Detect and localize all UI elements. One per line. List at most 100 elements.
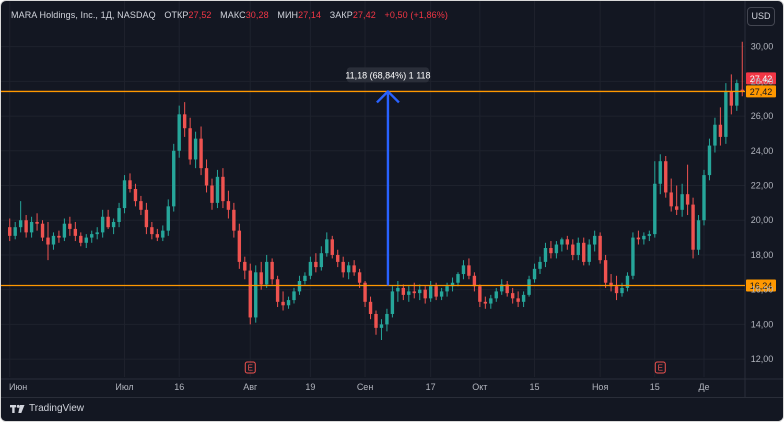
candle-body — [407, 291, 411, 295]
candle-body — [636, 237, 641, 240]
time-axis[interactable]: Июн Июл 16 Авг 19 Сен 17 Окт 15 Ноя 15 Де — [9, 382, 710, 392]
candle-body — [292, 291, 296, 301]
candle-body — [674, 206, 679, 210]
earnings-marker[interactable] — [654, 361, 666, 374]
candle-body — [543, 248, 548, 262]
candle-body — [401, 287, 406, 295]
candle-body — [516, 298, 520, 302]
currency-button[interactable]: USD — [747, 7, 775, 26]
low-label: МИН — [277, 10, 299, 20]
candle-body — [467, 265, 471, 276]
candle-body — [418, 289, 422, 294]
high-label: МАКС — [220, 10, 246, 20]
price-axis[interactable]: 30,00 28,00 26,00 24,00 22,00 20,00 18,00 16,00… — [751, 42, 774, 364]
candle-body — [40, 223, 45, 238]
candle-body — [79, 235, 83, 243]
candle-body — [8, 227, 12, 236]
candle-body — [472, 275, 477, 287]
candle-body — [29, 221, 34, 233]
price-tick-label: 14,00 — [751, 319, 774, 329]
time-tick-label: Де — [698, 382, 709, 392]
price-tick-label: 18,00 — [751, 250, 774, 260]
time-tick-label: 15 — [650, 382, 660, 392]
candle-body — [139, 201, 143, 210]
price-chart[interactable]: 27,42 16,24 27,42 11,18 (68,84%) 1 118 30,… — [1, 1, 783, 397]
candle-body — [576, 242, 580, 255]
candle-body — [478, 286, 482, 302]
candle-body — [270, 261, 274, 280]
candle-body — [226, 201, 231, 210]
candle-body — [144, 209, 149, 228]
candle-body — [456, 274, 460, 283]
tradingview-brand[interactable]: TradingView — [10, 403, 84, 414]
open-label: ОТКР — [164, 10, 189, 20]
candle-body — [445, 286, 449, 292]
level-price-label: 16,24 — [750, 281, 773, 291]
low-value: 27,14 — [298, 10, 322, 20]
candle-body — [13, 227, 17, 236]
candle-body — [204, 168, 209, 186]
candle-body — [133, 188, 138, 202]
candle-body — [51, 235, 56, 245]
price-tick-label: 28,00 — [751, 76, 774, 86]
candle-body — [729, 91, 734, 106]
candle-body — [254, 272, 258, 318]
high-value: 30,28 — [245, 10, 269, 20]
candle-body — [177, 114, 181, 151]
candle-body — [150, 227, 154, 235]
candle-body — [571, 244, 575, 255]
price-tick-label: 12,00 — [751, 354, 774, 364]
candle-body — [73, 228, 78, 236]
candle-body — [111, 221, 116, 228]
candle-body — [592, 235, 597, 245]
candle-body — [565, 239, 570, 245]
candle-body — [319, 253, 324, 268]
measure-tool[interactable]: 11,18 (68,84%) 1 118 — [345, 67, 431, 286]
candle-body — [396, 287, 400, 292]
candle-body — [346, 265, 351, 273]
candle-body — [664, 161, 668, 193]
change-value: +0,50 (+1,86%) — [384, 10, 448, 20]
candle-body — [527, 279, 531, 295]
candle-body — [128, 180, 132, 189]
earnings-marker[interactable] — [244, 361, 256, 374]
candle-body — [642, 235, 646, 240]
candle-body — [685, 194, 690, 205]
candle-body — [193, 138, 198, 160]
price-tick-label: 30,00 — [751, 42, 774, 52]
candle-body — [549, 248, 553, 254]
tradingview-logo-icon — [10, 404, 25, 413]
candle-body — [450, 282, 455, 287]
time-tick-label: Ноя — [592, 382, 609, 392]
measure-label-text: 11,18 (68,84%) 1 118 — [345, 70, 430, 80]
candle-body — [735, 83, 739, 106]
candle-body — [232, 209, 236, 231]
candle-body — [35, 221, 39, 224]
candle-body — [264, 261, 269, 285]
candle-body — [62, 223, 67, 238]
horizontal-levels[interactable]: 27,42 16,24 27,42 — [1, 72, 776, 292]
candle-body — [368, 301, 373, 314]
candle-body — [221, 176, 225, 202]
candle-body — [423, 289, 427, 299]
candle-body — [237, 230, 242, 262]
candle-body — [117, 208, 121, 222]
candle-body — [172, 150, 176, 207]
candle-body — [325, 239, 329, 254]
candle-body — [259, 272, 263, 285]
candle-body — [122, 180, 127, 209]
candle-body — [357, 272, 362, 283]
candle-body — [669, 192, 673, 207]
candle-body — [560, 239, 564, 245]
candle-body — [614, 286, 619, 294]
measure-arrow-head[interactable] — [376, 90, 400, 104]
candle-body — [281, 301, 285, 306]
candle-body — [106, 216, 110, 228]
candle-body — [625, 275, 630, 288]
measure-label-box — [346, 67, 429, 83]
candle-body — [275, 279, 280, 302]
candle-body — [385, 313, 389, 325]
candle-body — [510, 293, 515, 299]
